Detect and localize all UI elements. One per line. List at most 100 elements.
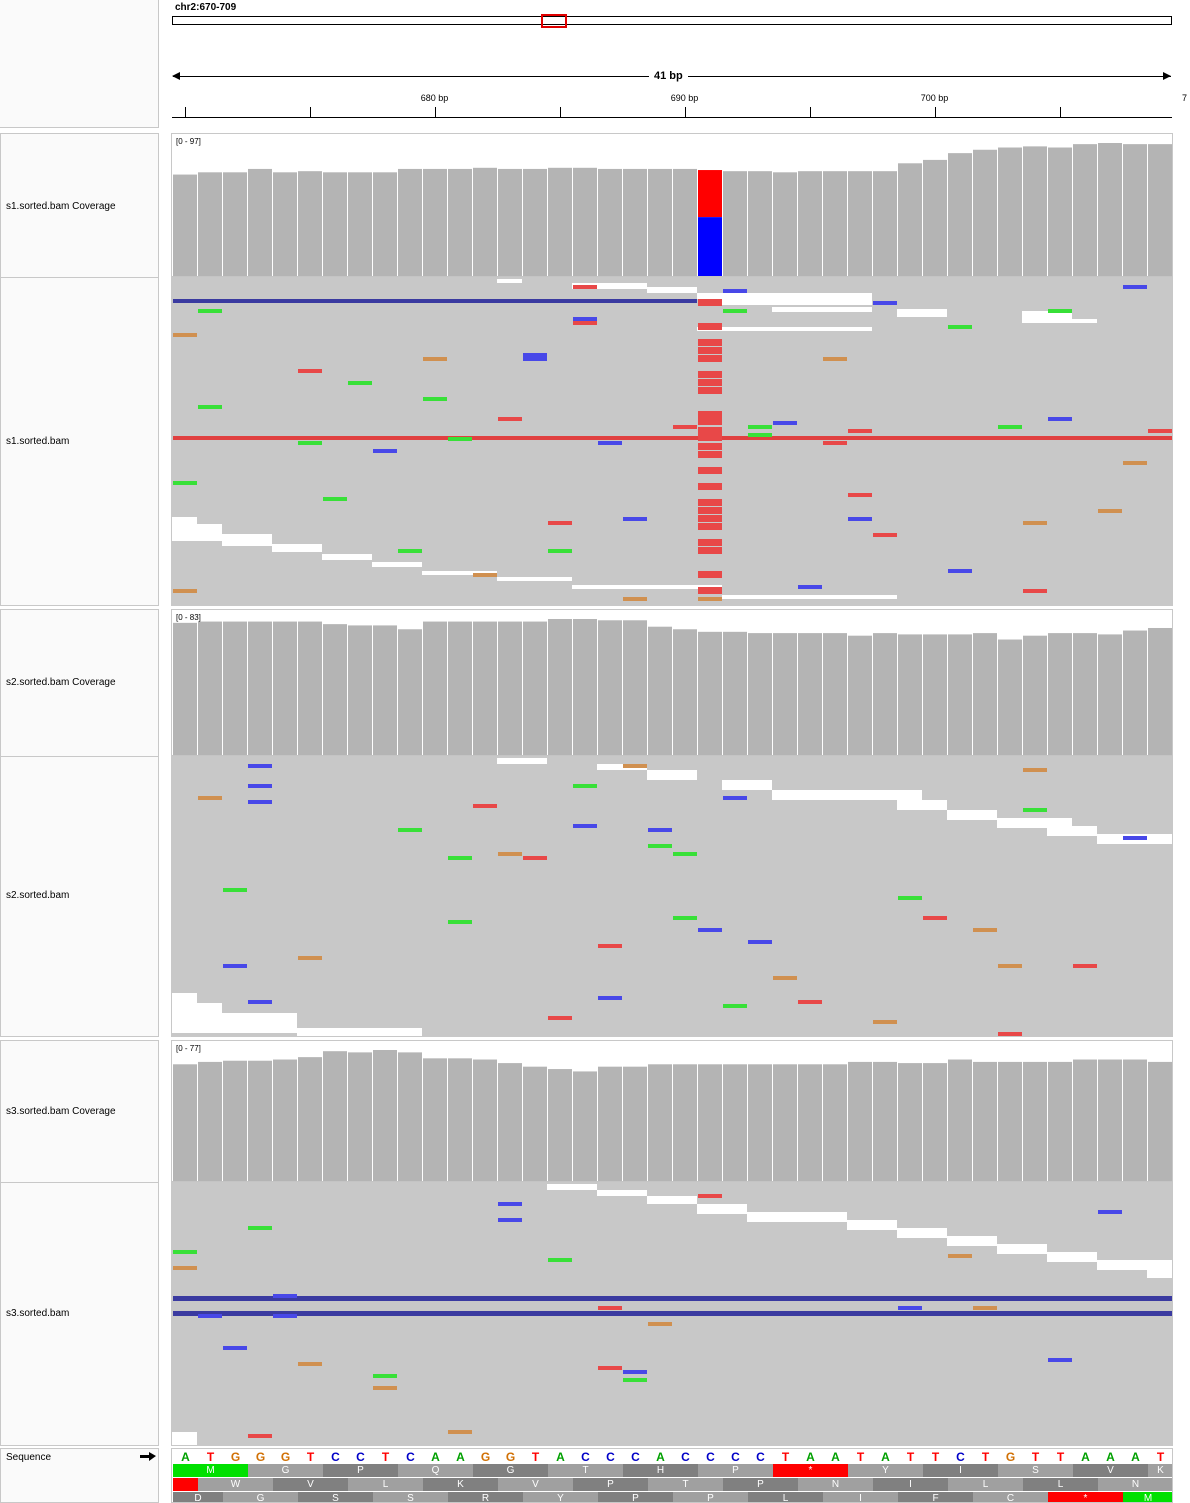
mismatch-base[interactable] bbox=[623, 517, 647, 521]
coverage-bar[interactable] bbox=[273, 1059, 297, 1181]
mismatch-base[interactable] bbox=[798, 585, 822, 589]
mismatch-base[interactable] bbox=[623, 1370, 647, 1374]
mismatch-base[interactable] bbox=[573, 784, 597, 788]
mismatch-base[interactable] bbox=[248, 784, 272, 788]
mismatch-base[interactable] bbox=[173, 481, 197, 485]
track-name-panel-s1-reads[interactable]: s1.sorted.bam bbox=[0, 278, 159, 606]
variant-base[interactable] bbox=[698, 411, 722, 425]
coverage-bar[interactable] bbox=[548, 167, 572, 276]
coverage-bar[interactable] bbox=[223, 1060, 247, 1181]
mismatch-base[interactable] bbox=[373, 1374, 397, 1378]
mismatch-base[interactable] bbox=[723, 1004, 747, 1008]
coverage-bar[interactable] bbox=[923, 1063, 947, 1181]
mismatch-base[interactable] bbox=[848, 493, 872, 497]
coverage-bar[interactable] bbox=[1123, 630, 1147, 755]
coverage-bar[interactable] bbox=[1073, 1059, 1097, 1181]
coverage-bar[interactable] bbox=[823, 633, 847, 755]
coverage-bar[interactable] bbox=[948, 1059, 972, 1181]
coverage-bar[interactable] bbox=[173, 174, 197, 276]
coverage-bar[interactable] bbox=[323, 172, 347, 276]
coverage-bar[interactable] bbox=[973, 1061, 997, 1181]
coverage-bar[interactable] bbox=[898, 163, 922, 276]
mismatch-base[interactable] bbox=[598, 441, 622, 445]
coverage-bar[interactable] bbox=[1048, 633, 1072, 755]
mismatch-base[interactable] bbox=[398, 828, 422, 832]
coverage-bar[interactable] bbox=[373, 1050, 397, 1181]
coverage-bar[interactable] bbox=[973, 633, 997, 755]
mismatch-base[interactable] bbox=[1123, 461, 1147, 465]
mismatch-base[interactable] bbox=[1023, 768, 1047, 772]
coverage-bar[interactable] bbox=[723, 171, 747, 276]
coverage-bar[interactable] bbox=[473, 621, 497, 755]
coverage-bar[interactable] bbox=[1098, 1059, 1122, 1181]
coverage-bar[interactable] bbox=[798, 1064, 822, 1181]
coverage-bar[interactable] bbox=[973, 149, 997, 276]
variant-base[interactable] bbox=[698, 355, 722, 362]
mismatch-base[interactable] bbox=[448, 920, 472, 924]
mismatch-base[interactable] bbox=[523, 856, 547, 860]
mismatch-base[interactable] bbox=[448, 856, 472, 860]
s3-alignment-track[interactable] bbox=[171, 1183, 1173, 1446]
track-name-panel-s3-coverage[interactable]: s3.sorted.bam Coverage bbox=[0, 1040, 159, 1183]
coverage-bar[interactable] bbox=[348, 625, 372, 755]
variant-allele-T[interactable] bbox=[698, 170, 722, 218]
coverage-bar[interactable] bbox=[898, 1063, 922, 1181]
mismatch-base[interactable] bbox=[573, 285, 597, 289]
variant-base[interactable] bbox=[698, 571, 722, 578]
mismatch-base[interactable] bbox=[248, 764, 272, 768]
coverage-bar[interactable] bbox=[948, 634, 972, 755]
mismatch-base[interactable] bbox=[873, 533, 897, 537]
mismatch-base[interactable] bbox=[423, 397, 447, 401]
coverage-bar[interactable] bbox=[1098, 634, 1122, 755]
coverage-bar[interactable] bbox=[848, 171, 872, 276]
mismatch-base[interactable] bbox=[273, 1314, 297, 1318]
coverage-bar[interactable] bbox=[373, 172, 397, 276]
coverage-bar[interactable] bbox=[398, 1052, 422, 1181]
mismatch-base[interactable] bbox=[398, 549, 422, 553]
mismatch-base[interactable] bbox=[298, 956, 322, 960]
mismatch-base[interactable] bbox=[948, 1254, 972, 1258]
mismatch-base[interactable] bbox=[823, 357, 847, 361]
coverage-bar[interactable] bbox=[523, 621, 547, 755]
coverage-bar[interactable] bbox=[873, 1061, 897, 1181]
mismatch-base[interactable] bbox=[598, 1306, 622, 1310]
coverage-bar[interactable] bbox=[1073, 144, 1097, 276]
mismatch-base[interactable] bbox=[723, 796, 747, 800]
mismatch-base[interactable] bbox=[198, 405, 222, 409]
variant-base[interactable] bbox=[698, 347, 722, 354]
coverage-bar[interactable] bbox=[323, 624, 347, 755]
coverage-bar[interactable] bbox=[298, 621, 322, 755]
coverage-bar[interactable] bbox=[723, 1064, 747, 1181]
coverage-bar[interactable] bbox=[1048, 147, 1072, 276]
variant-base[interactable] bbox=[698, 483, 722, 490]
coverage-bar[interactable] bbox=[523, 168, 547, 276]
coverage-bar[interactable] bbox=[623, 620, 647, 755]
track-name-panel-s2-coverage[interactable]: s2.sorted.bam Coverage bbox=[0, 609, 159, 757]
coverage-bar[interactable] bbox=[1048, 1061, 1072, 1181]
variant-base[interactable] bbox=[698, 339, 722, 346]
coverage-bar[interactable] bbox=[898, 634, 922, 755]
mismatch-base[interactable] bbox=[273, 1294, 297, 1298]
coverage-bar[interactable] bbox=[548, 1069, 572, 1181]
mismatch-base[interactable] bbox=[198, 309, 222, 313]
coverage-bar[interactable] bbox=[348, 172, 372, 276]
variant-base[interactable] bbox=[698, 507, 722, 514]
mismatch-base[interactable] bbox=[998, 964, 1022, 968]
mismatch-base[interactable] bbox=[623, 764, 647, 768]
variant-base[interactable] bbox=[698, 467, 722, 474]
mismatch-base[interactable] bbox=[198, 1314, 222, 1318]
strand-arrow-icon[interactable] bbox=[140, 1455, 150, 1458]
mismatch-base[interactable] bbox=[248, 1226, 272, 1230]
coverage-bar[interactable] bbox=[923, 634, 947, 755]
variant-base[interactable] bbox=[698, 323, 722, 330]
track-name-panel-sequence[interactable]: Sequence bbox=[0, 1448, 159, 1503]
highlighted-read[interactable] bbox=[173, 436, 1173, 440]
mismatch-base[interactable] bbox=[523, 357, 547, 361]
variant-base[interactable] bbox=[698, 547, 722, 554]
variant-base[interactable] bbox=[698, 387, 722, 394]
coverage-bar[interactable] bbox=[448, 1058, 472, 1181]
mismatch-base[interactable] bbox=[698, 1194, 722, 1198]
mismatch-base[interactable] bbox=[648, 844, 672, 848]
mismatch-base[interactable] bbox=[598, 944, 622, 948]
coverage-bar[interactable] bbox=[1123, 144, 1147, 276]
